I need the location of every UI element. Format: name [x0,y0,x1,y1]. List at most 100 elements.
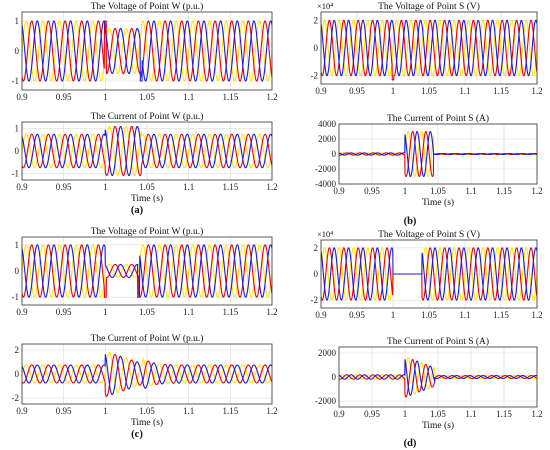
x-tick-label: 1.15 [222,406,238,416]
y-tick-label: -1 [12,292,20,302]
series-yellow-line [22,125,272,177]
x-tick-label: 0.9 [315,310,327,320]
y-tick-label: 0 [332,149,337,159]
plot-frame [21,236,273,306]
x-tick-label: 0.9 [333,186,345,196]
x-tick-label: 1.05 [430,409,446,419]
panel-label-c: (c) [131,429,143,440]
chart-c2: 0.9 0.95 1 1.05 1.1 1.15 1.2 -2 0 2 The Current of… [12,333,278,428]
x-tick-label: 1.2 [266,406,277,416]
chart-b1: 0.9 0.95 1 1.05 1.1 1.15 1.2 -2 0 2 The Voltage of… [311,1,543,96]
x-tick-label: 1.15 [222,307,238,317]
x-axis-label: Time (s) [131,193,163,204]
series-yellow-line [321,19,537,77]
series-blue-line [339,130,537,178]
x-tick-label: 1.2 [531,86,542,96]
x-tick-label: 0.9 [16,92,28,102]
chart-title: The Voltage of Point W (p.u.) [91,1,204,12]
x-axis-label: Time (s) [422,197,454,208]
series-blue-line [321,19,537,77]
chart-title: The Voltage of Point S (V) [378,229,480,240]
y-tick-label: 2 [15,345,20,355]
y-tick-label: -2000 [315,396,336,406]
x-tick-label: 0.95 [56,92,72,102]
series-yellow-line [321,247,537,301]
x-tick-label: 1.05 [139,182,155,192]
series-red-line [339,130,537,178]
chart-d2: 0.9 0.95 1 1.05 1.1 1.15 1.2 -2000 0 2000 The Curr… [315,336,543,431]
x-axis-label: Time (s) [131,417,163,428]
y-tick-label: 1 [15,124,20,134]
x-tick-label: 0.95 [349,86,365,96]
x-tick-label: 1.05 [421,86,437,96]
x-tick-label: 1 [103,182,108,192]
series-red-line [22,125,272,177]
plot-frame [338,346,538,408]
x-tick-label: 1.2 [266,92,277,102]
x-tick-label: 1.15 [493,86,509,96]
plot-frame [338,123,538,185]
series-red-line [321,247,537,301]
y-tick-label: 0 [15,369,20,379]
x-axis-label: Time (s) [422,420,454,431]
y-tick-label: -1 [12,76,20,86]
panel-label-d: (d) [404,438,417,449]
x-tick-label: 1.1 [183,182,194,192]
x-tick-label: 1 [103,406,108,416]
x-tick-label: 1.15 [222,182,238,192]
x-tick-label: 0.9 [16,307,28,317]
chart-title: The Current of Point S (A) [387,113,489,124]
chart-d1: 0.9 0.95 1 1.05 1.1 1.15 1.2 -2 0 2 The Voltage of… [311,229,543,320]
series-blue-line [22,244,272,298]
x-tick-label: 1.05 [139,307,155,317]
y-tick-label: -2 [311,71,319,81]
x-tick-label: 1.2 [531,186,542,196]
plot-frame [21,121,273,181]
x-tick-label: 1 [403,186,408,196]
x-tick-label: 1 [103,307,108,317]
x-tick-label: 0.95 [364,186,380,196]
x-tick-label: 1.1 [183,307,194,317]
y-tick-label: 2000 [318,134,337,144]
x-tick-label: 1.1 [459,310,470,320]
y-tick-label: 4000 [318,119,337,129]
x-tick-label: 1.2 [266,307,277,317]
series-red-line [22,244,272,298]
chart-title: The Current of Point S (A) [387,336,489,347]
x-tick-label: 1.1 [465,409,476,419]
x-tick-label: 0.95 [56,307,72,317]
y-tick-label: 0 [15,46,20,56]
x-tick-label: 0.9 [16,182,28,192]
x-tick-label: 1.15 [496,186,512,196]
x-tick-label: 0.95 [349,310,365,320]
series-blue-line [321,247,537,301]
x-tick-label: 1.2 [266,182,277,192]
y-tick-label: -4000 [315,179,336,189]
plot-frame [21,343,273,405]
x-tick-label: 1 [391,310,396,320]
plot-frame [320,239,538,309]
chart-c1: 0.9 0.95 1 1.05 1.1 1.15 1.2 -1 0 1 The Voltage of… [12,226,278,317]
y-tick-label: 1 [15,240,20,250]
x-tick-label: 0.95 [364,409,380,419]
y-tick-label: -1 [12,168,20,178]
series-blue-line [22,125,272,177]
x-tick-label: 1.05 [139,406,155,416]
chart-title: The Voltage of Point W (p.u.) [91,226,204,237]
y-tick-label: 2 [314,15,319,25]
x-tick-label: 1.15 [496,409,512,419]
y-tick-label: -2 [12,393,20,403]
x-tick-label: 1.1 [183,406,194,416]
chart-b2: 0.9 0.95 1 1.05 1.1 1.15 1.2 -4000 -2000 0 2000 400… [315,113,543,208]
series-yellow-line [22,20,272,82]
x-tick-label: 1.15 [493,310,509,320]
chart-a1: 0.9 0.95 1 1.05 1.1 1.15 1.2 -1 0 1 The Voltage of… [12,1,278,102]
series-red-line [22,20,272,82]
x-tick-label: 1.05 [421,310,437,320]
series-red-line [321,19,537,81]
y-tick-label: -2000 [315,164,336,174]
x-tick-label: 1 [103,92,108,102]
x-tick-label: 0.9 [16,406,28,416]
x-tick-label: 1.2 [531,409,542,419]
chart-title: The Current of Point W (p.u.) [91,111,204,122]
